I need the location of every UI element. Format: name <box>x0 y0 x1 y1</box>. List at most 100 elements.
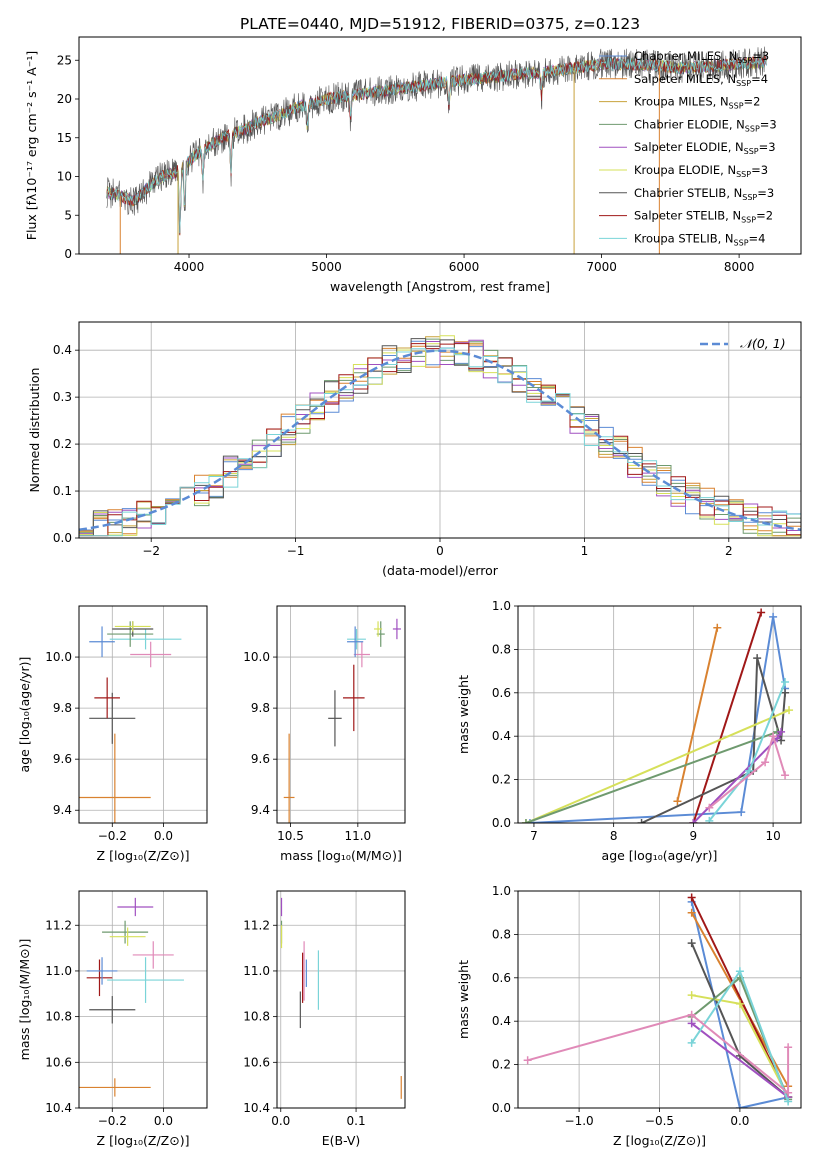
axes-frame <box>517 890 802 1109</box>
plot-area <box>79 322 801 538</box>
y-tick-label: 10.8 <box>45 1010 72 1024</box>
x-tick-label: 7000 <box>586 260 617 274</box>
legend-label-sub: SSP <box>734 238 749 247</box>
axes-frame <box>276 605 406 824</box>
x-tick-label: 8 <box>610 829 618 843</box>
y-tick-label: 10.4 <box>243 1101 270 1115</box>
legend-label: Salpeter ELODIE, NSSP=3 <box>634 140 776 156</box>
plot-area <box>518 891 801 1108</box>
panel-mass_vs_ebv: 0.0 0.1 10.4 10.6 10.8 11.0 11.2 E(B-V) <box>243 890 406 1148</box>
y-tick-label: 11.2 <box>243 918 270 932</box>
y-tick-label: 0.4 <box>53 343 72 357</box>
y-tick-label: 9.6 <box>53 752 72 766</box>
x-tick-label: −0.2 <box>98 829 127 843</box>
legend-label-sub: SSP <box>745 124 760 133</box>
legend-label-value: =3 <box>757 186 774 200</box>
x-tick-label: −2 <box>142 544 160 558</box>
y-tick-label: 9.4 <box>53 803 72 817</box>
y-tick-label: 0.4 <box>492 729 511 743</box>
x-tick-label: 10.5 <box>277 829 304 843</box>
x-tick-label: 0.0 <box>271 1114 290 1128</box>
x-tick-label: 11.0 <box>344 829 371 843</box>
y-tick-label: 0.0 <box>492 1101 511 1115</box>
legend-label-sub: SSP <box>736 170 751 179</box>
y-axis-label: Flux [fλ10⁻¹⁷ erg cm⁻² s⁻¹ A⁻¹] <box>24 51 39 240</box>
panel-weight_vs_z: −1.0 −0.5 0.0 0.0 0.2 0.4 0.6 0.8 1.0 Z [log₁₀(Z/… <box>456 884 802 1148</box>
x-axis-label: E(B-V) <box>322 1133 361 1148</box>
plus-marker <box>737 808 746 817</box>
y-tick-label: 0.3 <box>53 390 72 404</box>
y-tick-label: 20 <box>57 92 72 106</box>
y-tick-label: 11.2 <box>45 918 72 932</box>
plot-area <box>106 46 767 254</box>
x-tick-label: 9 <box>690 829 698 843</box>
legend-label-sub: SSP <box>741 216 756 225</box>
x-tick-label: −0.5 <box>645 1114 674 1128</box>
y-tick-label: 0.6 <box>492 971 511 985</box>
plus-marker <box>784 1088 793 1097</box>
y-axis-label: mass [log₁₀(M/M⊙)] <box>17 939 32 1061</box>
legend-label: Kroupa STELIB, NSSP=4 <box>634 231 765 247</box>
mass-weight-line <box>691 1022 789 1098</box>
legend-label-value: =3 <box>752 49 769 63</box>
x-axis-label: Z [log₁₀(Z/Z⊙)] <box>97 1133 190 1148</box>
x-tick-label: 1 <box>581 544 589 558</box>
plus-marker <box>523 1056 532 1065</box>
mass-weight-line <box>641 657 787 823</box>
axes-frame <box>78 36 802 255</box>
normal-distribution-curve <box>79 349 801 532</box>
plus-marker <box>713 623 722 632</box>
plus-marker <box>781 677 790 686</box>
legend-label-value: =2 <box>744 95 761 109</box>
x-axis-label: Z [log₁₀(Z/Z⊙)] <box>613 1133 706 1148</box>
x-tick-label: −1.0 <box>565 1114 594 1128</box>
y-tick-label: 25 <box>57 53 72 67</box>
legend-label: Chabrier STELIB, NSSP=3 <box>634 186 774 202</box>
spectrum-series-line <box>106 56 767 234</box>
plus-marker <box>705 803 714 812</box>
x-tick-label: 2 <box>725 544 733 558</box>
y-tick-label: 0 <box>64 247 72 261</box>
y-tick-label: 10.4 <box>45 1101 72 1115</box>
y-tick-label: 0.1 <box>53 484 72 498</box>
plus-marker <box>784 1043 793 1052</box>
plus-marker <box>637 819 646 823</box>
legend-label-text: Kroupa MILES, N <box>634 95 729 109</box>
legend-label-value: =4 <box>751 72 768 86</box>
plus-marker <box>687 1010 696 1019</box>
plus-marker <box>781 688 790 697</box>
legend-label-text: Kroupa STELIB, N <box>634 231 734 245</box>
legend-label-sub: SSP <box>742 193 757 202</box>
x-tick-label: 0.0 <box>154 829 173 843</box>
plus-marker <box>777 727 786 736</box>
plus-marker <box>769 732 778 741</box>
mass-weight-line <box>676 627 719 802</box>
x-tick-label: 4000 <box>174 260 205 274</box>
x-tick-label: 5000 <box>311 260 342 274</box>
legend-label: 𝒩(0, 1) <box>740 336 786 351</box>
y-tick-label: 10.6 <box>243 1055 270 1069</box>
legend-label-value: =4 <box>749 231 766 245</box>
plot-area <box>277 891 405 1108</box>
x-axis-label: Z [log₁₀(Z/Z⊙)] <box>97 848 190 863</box>
y-tick-label: 0.4 <box>492 1014 511 1028</box>
legend-label: Salpeter STELIB, NSSP=2 <box>634 209 773 225</box>
y-tick-label: 0.8 <box>492 927 511 941</box>
x-axis-label: mass [log₁₀(M/M⊙)] <box>280 848 402 863</box>
plus-marker <box>745 766 754 775</box>
y-tick-label: 0.8 <box>492 642 511 656</box>
plus-marker <box>687 1038 696 1047</box>
y-tick-label: 0.2 <box>492 1058 511 1072</box>
legend-label-text: Chabrier MILES, N <box>634 49 737 63</box>
mass-weight-line <box>525 709 790 823</box>
x-tick-label: 7 <box>530 829 538 843</box>
panel-residuals: −2 −1 0 1 2 0.0 0.1 0.2 0.3 0.4 (data-model)/error… <box>27 321 802 578</box>
legend-label-text: Chabrier STELIB, N <box>634 186 742 200</box>
plus-marker <box>735 999 744 1008</box>
mass-weight-line <box>529 616 787 823</box>
legend-label-sub: SSP <box>736 79 751 88</box>
x-tick-label: 0.1 <box>347 1114 366 1128</box>
y-axis-label: age [log₁₀(age/yr)] <box>17 657 32 773</box>
y-tick-label: 1.0 <box>492 884 511 898</box>
